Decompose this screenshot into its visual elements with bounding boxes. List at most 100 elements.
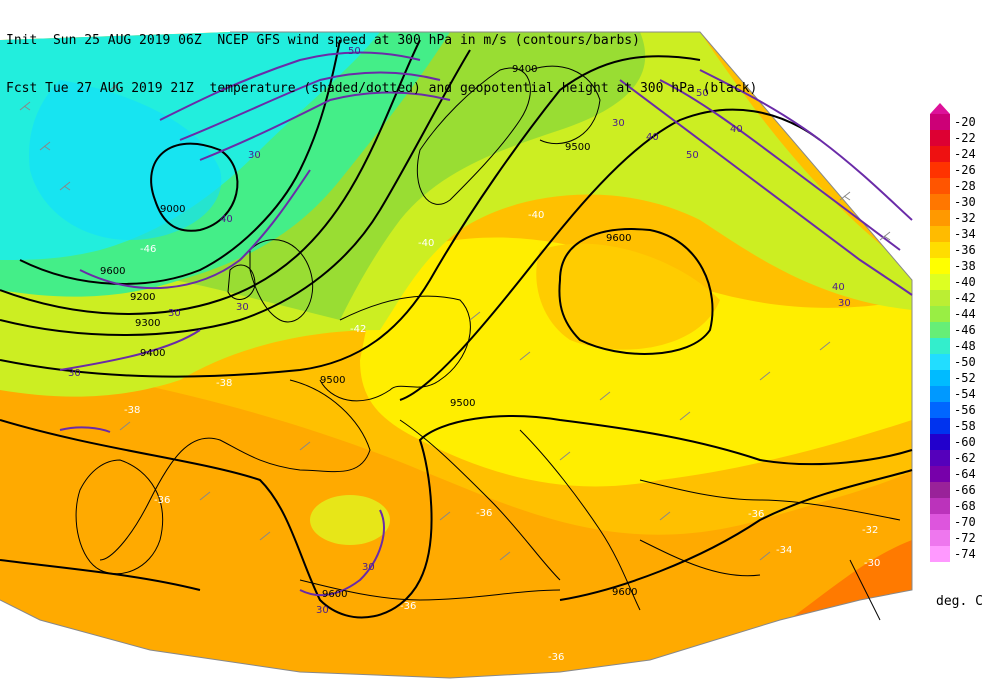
scale-arrow-icon [930, 103, 950, 114]
map-border [0, 31, 913, 679]
wind-label: 30 [362, 562, 375, 573]
wind-label: 50 [686, 150, 699, 161]
scale-swatch [930, 514, 950, 530]
scale-label: -52 [954, 371, 976, 385]
scale-label: -40 [954, 275, 976, 289]
scale-swatch [930, 290, 950, 306]
scale-row: -50 [930, 354, 1000, 370]
temperature-label: -36 [548, 652, 564, 663]
scale-label: -26 [954, 163, 976, 177]
scale-swatch [930, 178, 950, 194]
scale-row: -74 [930, 546, 1000, 562]
scale-row: -54 [930, 386, 1000, 402]
coastlines [75, 65, 901, 621]
height-label: 9600 [100, 266, 125, 277]
scale-swatch [930, 498, 950, 514]
scale-label: -50 [954, 355, 976, 369]
scale-swatch [930, 370, 950, 386]
temperature-labels: -46 -40 -40 -38 -36 -36 -36 -36 -34 -32 … [124, 210, 880, 663]
scale-label: -62 [954, 451, 976, 465]
temperature-label: -36 [476, 508, 492, 519]
scale-label: -24 [954, 147, 976, 161]
map-header: Init Sun 25 AUG 2019 06Z NCEP GFS wind s… [6, 1, 757, 113]
temperature-label: -38 [216, 378, 232, 389]
wind-labels: 30 30 40 50 30 40 50 50 40 30 30 30 30 4… [68, 46, 851, 616]
temperature-label: -38 [124, 405, 140, 416]
height-labels: 9000 9200 9300 9400 9500 9600 9500 9400 … [100, 64, 637, 600]
scale-label: -56 [954, 403, 976, 417]
scale-label: -66 [954, 483, 976, 497]
wind-label: 40 [220, 214, 233, 225]
height-label: 9400 [512, 64, 537, 75]
scale-label: -48 [954, 339, 976, 353]
scale-row: -38 [930, 258, 1000, 274]
scale-label: -30 [954, 195, 976, 209]
wind-label: 30 [316, 605, 329, 616]
temperature-label: -36 [400, 601, 416, 612]
scale-row: -58 [930, 418, 1000, 434]
scale-row: -62 [930, 450, 1000, 466]
header-forecast-line: Fcst Tue 27 AUG 2019 21Z temperature (sh… [6, 81, 758, 96]
scale-row: -42 [930, 290, 1000, 306]
scale-row: -26 [930, 162, 1000, 178]
scale-label: -32 [954, 211, 976, 225]
scale-label: -28 [954, 179, 976, 193]
scale-row: -56 [930, 402, 1000, 418]
scale-row: -22 [930, 130, 1000, 146]
scale-swatch [930, 466, 950, 482]
temperature-label: -36 [154, 495, 170, 506]
wind-label: 50 [348, 46, 361, 57]
scale-swatch [930, 258, 950, 274]
scale-row: -64 [930, 466, 1000, 482]
wind-barbs [19, 81, 891, 561]
scale-row: -72 [930, 530, 1000, 546]
scale-swatch [930, 162, 950, 178]
height-label: 9500 [450, 398, 475, 409]
scale-label: -36 [954, 243, 976, 257]
scale-row: -66 [930, 482, 1000, 498]
scale-units: deg. C [936, 594, 983, 609]
scale-swatch [930, 210, 950, 226]
wind-label: 30 [612, 118, 625, 129]
scale-label: -68 [954, 499, 976, 513]
scale-label: -34 [954, 227, 976, 241]
wind-label: 30 [236, 302, 249, 313]
temperature-label: -40 [418, 238, 434, 249]
scale-swatch [930, 322, 950, 338]
scale-row: -48 [930, 338, 1000, 354]
header-init-line: Init Sun 25 AUG 2019 06Z NCEP GFS wind s… [6, 33, 640, 48]
height-label: 9400 [140, 348, 165, 359]
scale-row: -32 [930, 210, 1000, 226]
wind-label: 40 [832, 282, 845, 293]
scale-label: -70 [954, 515, 976, 529]
height-label: 9600 [612, 587, 637, 598]
scale-label: -46 [954, 323, 976, 337]
scale-swatch [930, 482, 950, 498]
scale-row: -46 [930, 322, 1000, 338]
scale-row: -44 [930, 306, 1000, 322]
height-label: 9200 [130, 292, 155, 303]
scale-row: -68 [930, 498, 1000, 514]
scale-row: -40 [930, 274, 1000, 290]
scale-swatch [930, 274, 950, 290]
scale-label: -20 [954, 115, 976, 129]
scale-label: -44 [954, 307, 976, 321]
scale-swatch [930, 242, 950, 258]
wind-label: 30 [68, 368, 81, 379]
scale-label: -74 [954, 547, 976, 561]
scale-swatch [930, 114, 950, 130]
scale-swatch [930, 194, 950, 210]
scale-swatch [930, 226, 950, 242]
scale-swatch [930, 530, 950, 546]
height-label: 9600 [322, 589, 347, 600]
scale-row: -34 [930, 226, 1000, 242]
temperature-label: -32 [862, 525, 878, 536]
scale-swatch [930, 386, 950, 402]
scale-row: -70 [930, 514, 1000, 530]
scale-swatch [930, 450, 950, 466]
temperature-label: -30 [864, 558, 880, 569]
height-contours [0, 39, 913, 619]
scale-swatch [930, 146, 950, 162]
temperature-label: -34 [776, 545, 792, 556]
height-label: 9600 [606, 233, 631, 244]
